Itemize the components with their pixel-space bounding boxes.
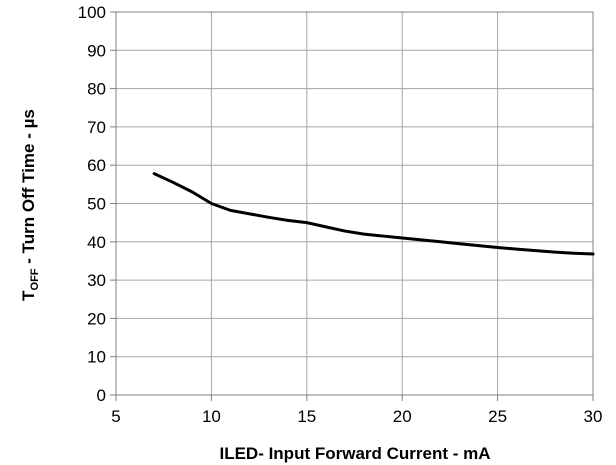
y-tick-label: 80 [87,80,106,99]
y-tick-label: 0 [97,386,106,405]
series-layer [152,172,595,256]
x-tick-label: 10 [202,407,221,426]
y-axis-title-rest: - Turn Off Time - µs [19,109,38,268]
y-axis-title-subscript: OFF [29,268,41,290]
x-tick-label: 15 [297,407,316,426]
y-tick-label: 60 [87,156,106,175]
x-tick-label: 30 [584,407,603,426]
y-tick-label: 100 [78,3,106,22]
axis-ticks [110,11,594,401]
tick-labels: 0 10 20 30 40 50 60 70 80 90 100 5 10 15 20 25 30 [78,3,603,426]
grid [115,11,594,396]
y-tick-label: 20 [87,309,106,328]
y-tick-label: 50 [87,195,106,214]
y-tick-label: 70 [87,118,106,137]
y-axis-title: TOFF - Turn Off Time - µs [19,109,41,301]
x-tick-label: 25 [488,407,507,426]
y-axis-title-symbol: T [19,290,38,301]
series-line-0 [152,172,595,256]
x-axis-title: ILED- Input Forward Current - mA [219,444,490,463]
x-tick-label: 20 [393,407,412,426]
y-tick-label: 30 [87,271,106,290]
y-tick-label: 90 [87,41,106,60]
y-tick-label: 10 [87,348,106,367]
y-tick-label: 40 [87,233,106,252]
x-tick-label: 5 [111,407,120,426]
